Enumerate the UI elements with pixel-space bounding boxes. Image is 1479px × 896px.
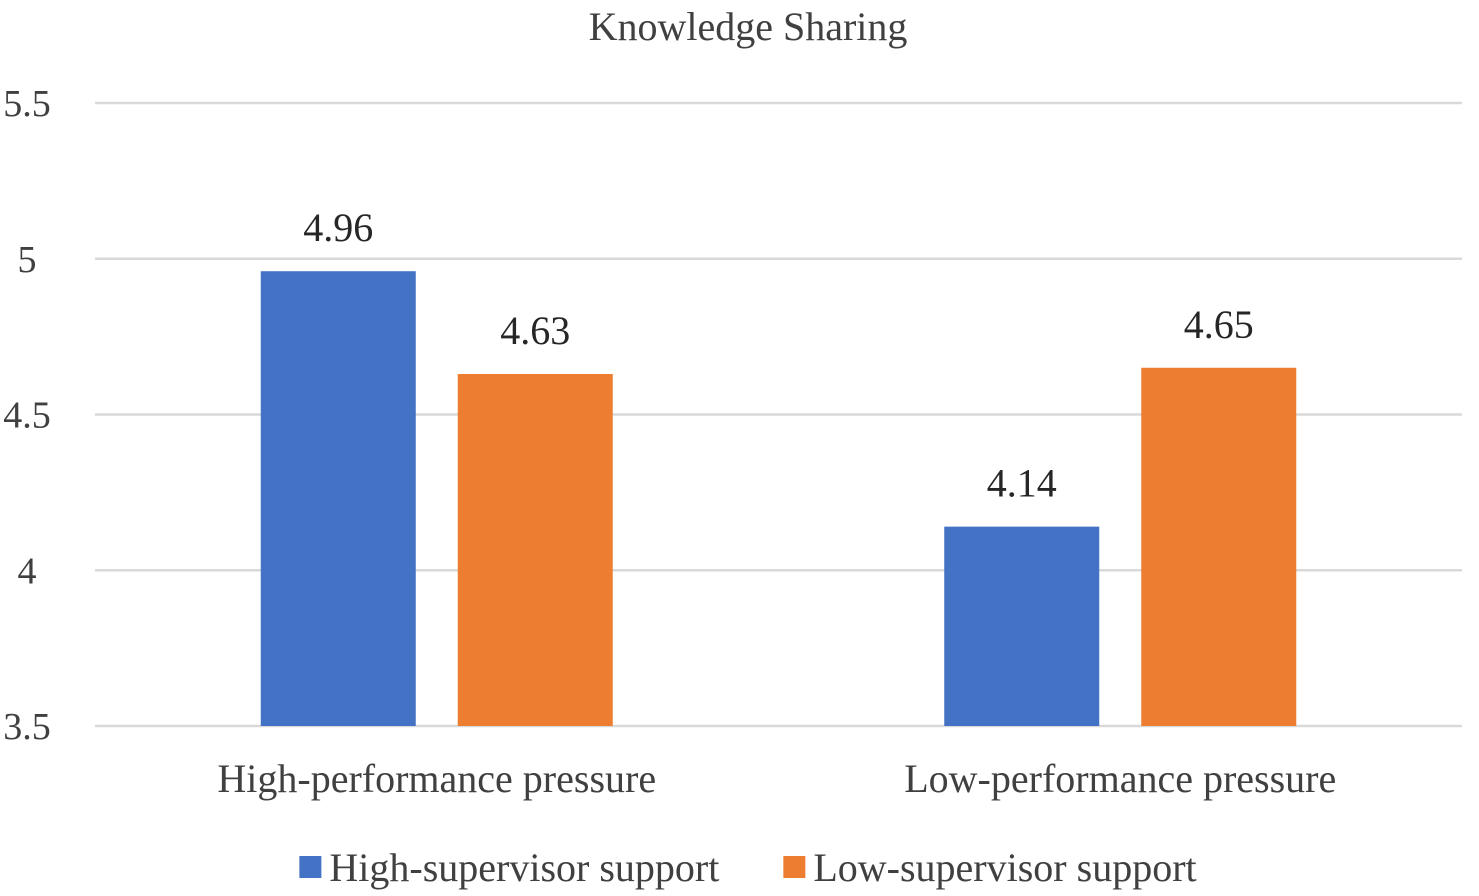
- category-label: Low-performance pressure: [904, 756, 1336, 801]
- bar-high-support-low-pressure: [944, 526, 1100, 726]
- y-tick-label: 5: [18, 239, 37, 281]
- legend-label: Low-supervisor support: [813, 845, 1196, 890]
- legend-swatch: [299, 856, 322, 878]
- bar-low-support-high-pressure: [457, 374, 613, 726]
- data-labels: 4.96 4.63 4.14 4.65: [303, 205, 1254, 505]
- bar-low-support-low-pressure: [1141, 367, 1297, 726]
- y-tick-label: 4: [18, 550, 37, 592]
- data-label: 4.65: [1184, 302, 1254, 347]
- y-axis-tick-labels: 3.5 4 4.5 5 5.5: [3, 83, 51, 748]
- data-label: 4.96: [303, 205, 373, 250]
- y-tick-label: 3.5: [3, 706, 51, 748]
- chart-title: Knowledge Sharing: [589, 4, 908, 49]
- x-axis-category-labels: High-performance pressure Low-performance…: [217, 756, 1336, 801]
- category-label: High-performance pressure: [217, 756, 656, 801]
- bar-high-support-high-pressure: [260, 271, 416, 726]
- legend-swatch: [783, 856, 806, 878]
- bars: [260, 271, 1297, 726]
- data-label: 4.14: [987, 461, 1057, 506]
- data-label: 4.63: [500, 308, 570, 353]
- legend-item-high-supervisor-support: High-supervisor support: [299, 845, 719, 890]
- y-tick-label: 5.5: [3, 83, 51, 125]
- legend: High-supervisor support Low-supervisor su…: [299, 845, 1197, 890]
- legend-label: High-supervisor support: [329, 845, 719, 890]
- y-tick-label: 4.5: [3, 395, 51, 437]
- legend-item-low-supervisor-support: Low-supervisor support: [783, 845, 1197, 890]
